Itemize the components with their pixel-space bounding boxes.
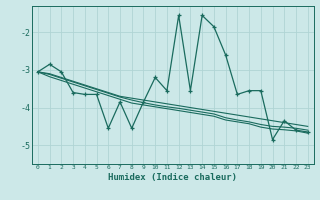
X-axis label: Humidex (Indice chaleur): Humidex (Indice chaleur) <box>108 173 237 182</box>
